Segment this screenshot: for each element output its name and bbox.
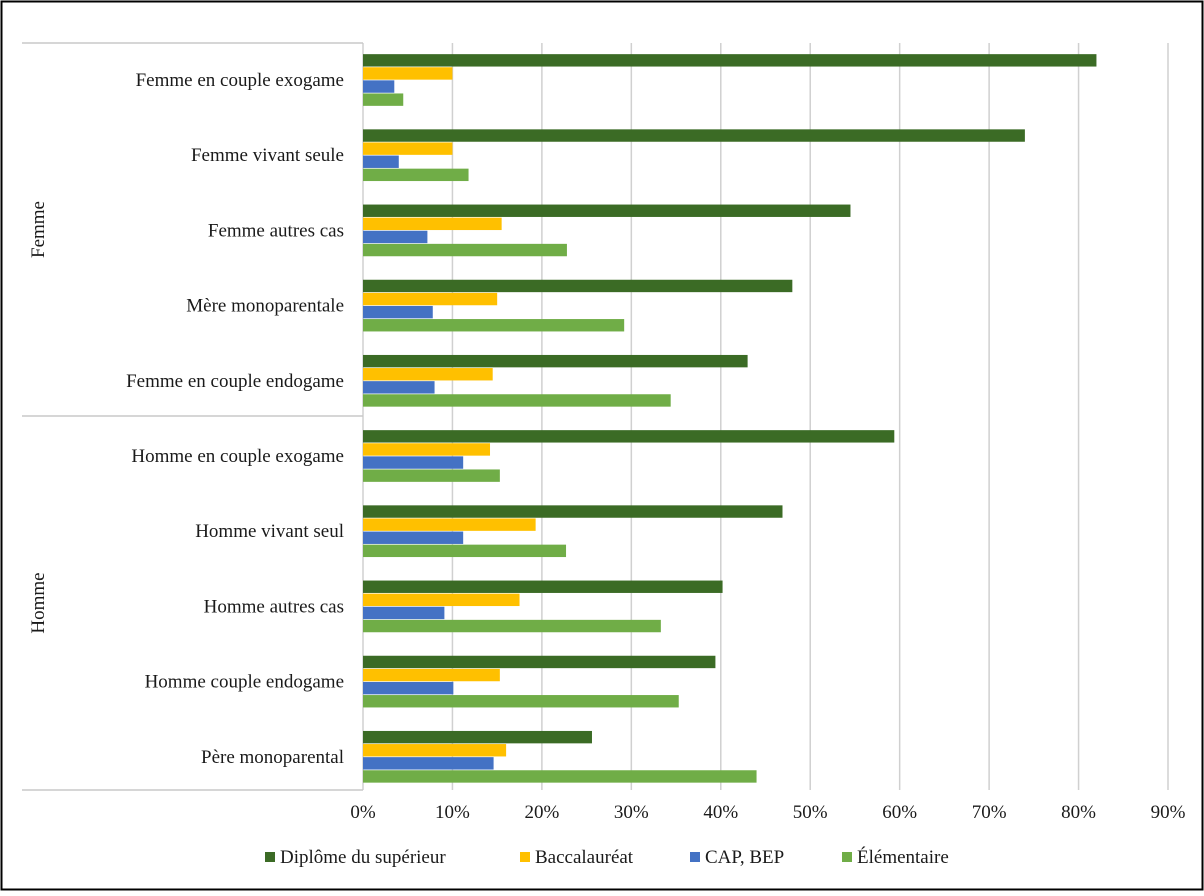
bar-elementaire-homme-en-couple-exogame xyxy=(363,469,500,482)
bar-elementaire-femme-autres-cas xyxy=(363,243,567,257)
bar-baccalaureat-mere-monoparentale xyxy=(363,292,498,306)
legend-label-elementaire: Élémentaire xyxy=(857,846,949,868)
x-tick-label: 50% xyxy=(793,802,828,823)
group-label-homme: Homme xyxy=(28,572,49,633)
bar-diplome-du-superieur-femme-vivant-seule xyxy=(363,129,1025,142)
bar-diplome-du-superieur-homme-en-couple-exogame xyxy=(363,430,895,443)
category-label-femme-en-couple-exogame: Femme en couple exogame xyxy=(136,70,344,91)
bar-elementaire-homme-autres-cas xyxy=(363,619,661,633)
bar-cap-bep-homme-vivant-seul xyxy=(363,531,464,544)
bar-baccalaureat-femme-autres-cas xyxy=(363,217,502,231)
bar-cap-bep-homme-en-couple-exogame xyxy=(363,456,464,469)
x-tick-label: 70% xyxy=(972,802,1007,823)
bar-elementaire-femme-en-couple-exogame xyxy=(363,93,404,106)
bar-baccalaureat-pere-monoparental xyxy=(363,744,507,757)
x-tick-label: 40% xyxy=(703,802,738,823)
legend-swatch-baccalaureat xyxy=(520,852,530,862)
x-tick-labels: 0% 10% 20% 30% 40% 50% 60% 70% 80% 90% xyxy=(350,802,1185,823)
x-tick-label: 0% xyxy=(350,802,376,823)
bar-diplome-du-superieur-femme-en-couple-endogame xyxy=(363,354,748,368)
bar-cap-bep-mere-monoparentale xyxy=(363,305,433,319)
bar-cap-bep-homme-couple-endogame xyxy=(363,681,454,695)
bar-diplome-du-superieur-homme-autres-cas xyxy=(363,580,723,593)
bar-elementaire-femme-vivant-seule xyxy=(363,168,469,182)
bar-cap-bep-femme-en-couple-endogame xyxy=(363,381,435,394)
bars xyxy=(363,54,1097,783)
category-labels: Femme en couple exogame Femme vivant seul… xyxy=(126,70,344,768)
bar-cap-bep-femme-en-couple-exogame xyxy=(363,80,395,93)
bar-baccalaureat-femme-en-couple-exogame xyxy=(363,67,453,80)
bar-diplome-du-superieur-pere-monoparental xyxy=(363,730,592,744)
x-tick-label: 20% xyxy=(524,802,559,823)
legend-swatch-elementaire xyxy=(842,852,852,862)
legend-swatch-diplome-du-superieur xyxy=(265,852,275,862)
category-label-homme-couple-endogame: Homme couple endogame xyxy=(145,672,344,693)
bar-baccalaureat-homme-autres-cas xyxy=(363,593,520,607)
bar-cap-bep-pere-monoparental xyxy=(363,757,494,770)
bar-diplome-du-superieur-homme-vivant-seul xyxy=(363,505,783,518)
category-label-mere-monoparentale: Mère monoparentale xyxy=(186,296,344,317)
bar-baccalaureat-homme-vivant-seul xyxy=(363,518,536,531)
x-tick-label: 90% xyxy=(1151,802,1186,823)
x-tick-label: 10% xyxy=(435,802,470,823)
axis-separators xyxy=(22,42,363,791)
bar-diplome-du-superieur-homme-couple-endogame xyxy=(363,655,716,669)
category-label-homme-autres-cas: Homme autres cas xyxy=(204,596,344,617)
legend-label-diplome-du-superieur: Diplôme du supérieur xyxy=(280,847,446,868)
category-label-femme-vivant-seule: Femme vivant seule xyxy=(191,145,344,166)
bar-diplome-du-superieur-mere-monoparentale xyxy=(363,279,793,293)
category-label-femme-en-couple-endogame: Femme en couple endogame xyxy=(126,371,344,392)
bar-cap-bep-femme-autres-cas xyxy=(363,230,428,244)
group-labels: Femme Homme xyxy=(28,201,49,634)
bar-baccalaureat-homme-en-couple-exogame xyxy=(363,443,491,456)
bar-baccalaureat-femme-vivant-seule xyxy=(363,142,453,155)
bar-baccalaureat-homme-couple-endogame xyxy=(363,668,500,682)
x-tick-label: 30% xyxy=(614,802,649,823)
bar-elementaire-pere-monoparental xyxy=(363,770,757,783)
bar-elementaire-homme-couple-endogame xyxy=(363,695,679,708)
bar-cap-bep-homme-autres-cas xyxy=(363,606,445,620)
bar-elementaire-mere-monoparentale xyxy=(363,319,625,332)
legend-label-baccalaureat: Baccalauréat xyxy=(535,847,634,868)
category-label-homme-vivant-seul: Homme vivant seul xyxy=(195,521,344,542)
category-label-pere-monoparental: Père monoparental xyxy=(201,747,344,768)
group-label-femme: Femme xyxy=(28,201,49,258)
bar-cap-bep-femme-vivant-seule xyxy=(363,155,399,168)
bar-baccalaureat-femme-en-couple-endogame xyxy=(363,368,493,381)
x-tick-label: 60% xyxy=(882,802,917,823)
category-label-homme-en-couple-exogame: Homme en couple exogame xyxy=(131,446,344,467)
category-label-femme-autres-cas: Femme autres cas xyxy=(208,220,344,241)
legend-swatch-cap-bep xyxy=(690,852,700,862)
x-tick-label: 80% xyxy=(1061,802,1096,823)
bar-elementaire-homme-vivant-seul xyxy=(363,544,567,558)
legend-label-cap-bep: CAP, BEP xyxy=(705,847,784,868)
bar-diplome-du-superieur-femme-en-couple-exogame xyxy=(363,54,1097,67)
legend: Diplôme du supérieur Baccalauréat CAP, BEP… xyxy=(265,846,949,868)
bar-elementaire-femme-en-couple-endogame xyxy=(363,394,671,407)
bar-diplome-du-superieur-femme-autres-cas xyxy=(363,204,851,217)
